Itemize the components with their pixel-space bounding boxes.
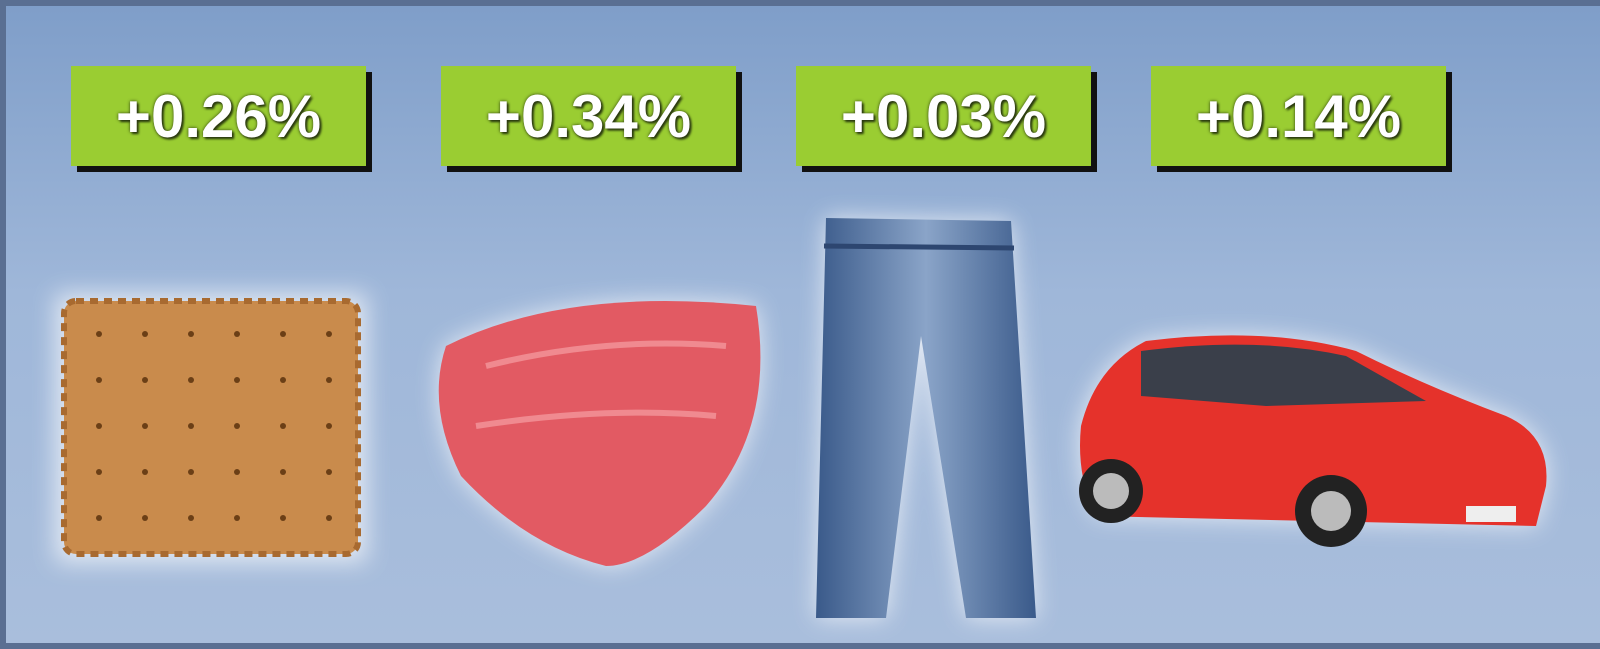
label: +0.14%: [1151, 66, 1446, 166]
jeans: [816, 218, 1036, 618]
label: +0.03%: [796, 66, 1091, 166]
label: +0.34%: [441, 66, 736, 166]
meat: [439, 301, 761, 566]
label: +0.26%: [71, 66, 366, 166]
scene: +0.26% +0.34% +0.03% +0.14%: [0, 0, 1600, 649]
biscuit: [56, 294, 366, 562]
car: [1079, 335, 1547, 547]
